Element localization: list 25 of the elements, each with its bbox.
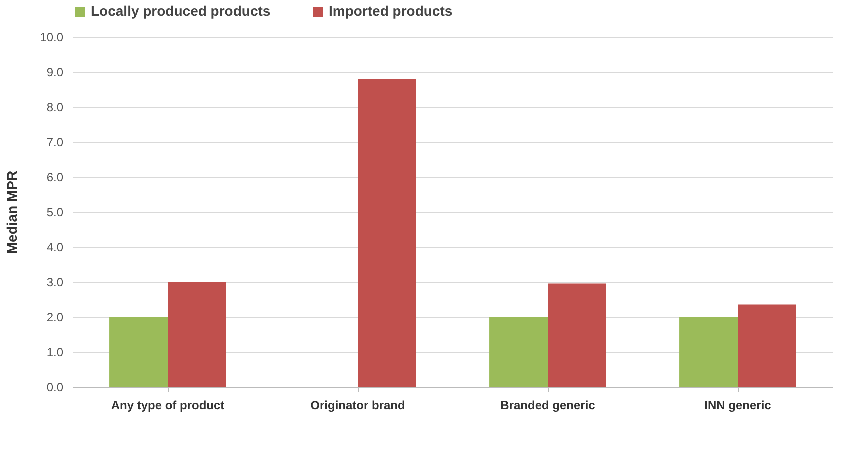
- y-tick-label: 3.0: [46, 276, 64, 290]
- y-tick-label: 7.0: [46, 136, 64, 150]
- bar: [358, 79, 416, 387]
- y-tick-label: 4.0: [46, 240, 64, 254]
- y-tick-label: 5.0: [46, 206, 64, 220]
- bar: [548, 284, 606, 387]
- x-tick-label: Branded generic: [500, 398, 596, 412]
- legend-label: Locally produced products: [91, 3, 271, 19]
- y-tick-label: 2.0: [46, 310, 64, 324]
- y-tick-label: 10.0: [40, 30, 64, 44]
- x-tick-label: Originator brand: [310, 398, 406, 412]
- bar: [168, 282, 226, 387]
- x-tick-label: Any type of product: [111, 398, 225, 412]
- bar: [490, 317, 548, 387]
- y-tick-label: 1.0: [46, 346, 64, 360]
- y-axis-title: Median MPR: [4, 170, 20, 254]
- x-tick-label: INN generic: [704, 398, 772, 412]
- y-tick-label: 6.0: [46, 170, 64, 184]
- legend-label: Imported products: [329, 3, 453, 19]
- bar: [738, 304, 796, 387]
- y-tick-label: 8.0: [46, 100, 64, 114]
- y-tick-label: 0.0: [46, 380, 64, 394]
- bar: [110, 317, 168, 387]
- bar: [680, 317, 738, 387]
- y-tick-label: 9.0: [46, 66, 64, 80]
